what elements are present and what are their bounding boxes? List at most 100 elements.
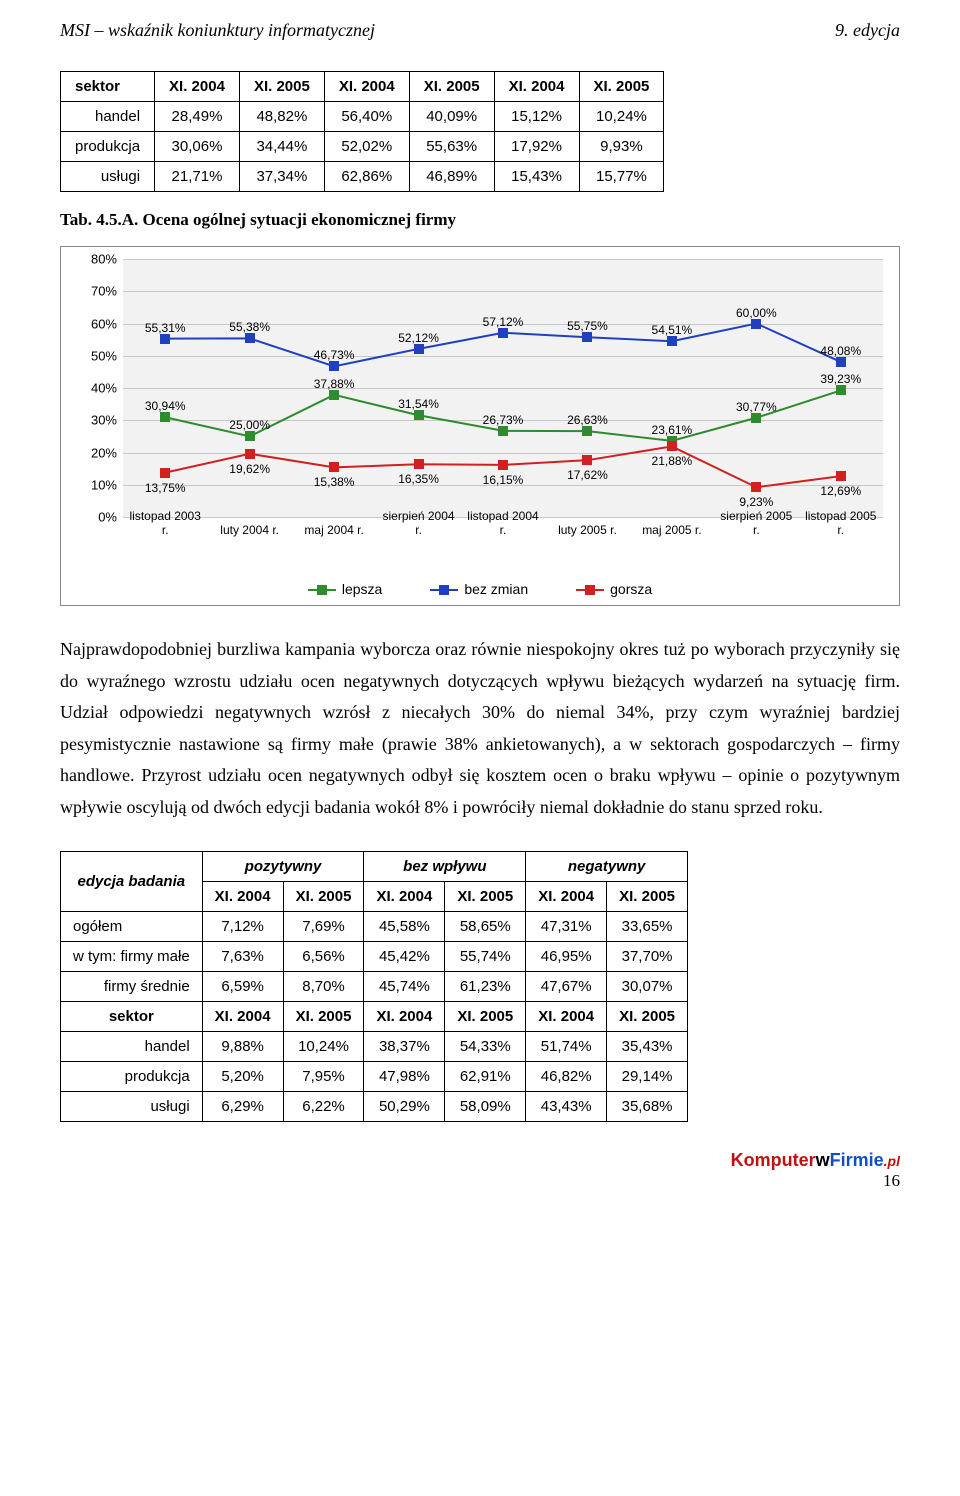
data-cell: 21,71% xyxy=(155,162,240,192)
data-cell: 15,77% xyxy=(579,162,664,192)
data-label: 55,75% xyxy=(567,319,608,333)
data-cell: 33,65% xyxy=(607,912,688,942)
data-label: 30,94% xyxy=(145,399,186,413)
data-cell: 46,95% xyxy=(526,942,607,972)
chart-marker xyxy=(751,482,761,492)
data-cell: produkcja xyxy=(61,1062,203,1092)
mid-header: XI. 2004 xyxy=(364,1002,445,1032)
col-period: XI. 2005 xyxy=(607,882,688,912)
mid-header: XI. 2005 xyxy=(445,1002,526,1032)
chart-marker xyxy=(498,426,508,436)
data-cell: 9,93% xyxy=(579,132,664,162)
data-label: 46,73% xyxy=(314,348,355,362)
data-label: 17,62% xyxy=(567,468,608,482)
x-tick: maj 2005 r. xyxy=(632,523,712,537)
chart-marker xyxy=(498,460,508,470)
chart-marker xyxy=(414,459,424,469)
data-label: 55,38% xyxy=(229,320,270,334)
mid-header: sektor xyxy=(61,1002,203,1032)
data-cell: 45,42% xyxy=(364,942,445,972)
chart-marker xyxy=(414,410,424,420)
mid-header: XI. 2004 xyxy=(526,1002,607,1032)
data-label: 31,54% xyxy=(398,397,439,411)
data-label: 13,75% xyxy=(145,481,186,495)
data-label: 12,69% xyxy=(820,484,861,498)
data-cell: 7,69% xyxy=(283,912,364,942)
data-cell: 6,22% xyxy=(283,1092,364,1122)
data-cell: 46,89% xyxy=(409,162,494,192)
chart-marker xyxy=(751,319,761,329)
data-cell: 45,74% xyxy=(364,972,445,1002)
mid-header: XI. 2005 xyxy=(283,1002,364,1032)
y-tick: 10% xyxy=(67,477,117,492)
page-number: 16 xyxy=(731,1171,900,1191)
chart-marker xyxy=(836,471,846,481)
chart-marker xyxy=(582,332,592,342)
rowhead-cell: produkcja xyxy=(61,132,155,162)
y-tick: 30% xyxy=(67,413,117,428)
col-sektor: sektor xyxy=(61,72,155,102)
data-cell: 62,91% xyxy=(445,1062,526,1092)
chart-marker xyxy=(245,449,255,459)
data-cell: 58,65% xyxy=(445,912,526,942)
body-paragraph: Najprawdopodobniej burzliwa kampania wyb… xyxy=(60,634,900,823)
data-cell: 6,59% xyxy=(202,972,283,1002)
chart-container: 55,31%55,38%46,73%52,12%57,12%55,75%54,5… xyxy=(60,246,900,606)
chart-marker xyxy=(329,390,339,400)
mid-header: XI. 2005 xyxy=(607,1002,688,1032)
chart-marker xyxy=(836,385,846,395)
data-cell: 61,23% xyxy=(445,972,526,1002)
chart-marker xyxy=(751,413,761,423)
x-tick: listopad 2005 r. xyxy=(801,509,881,537)
y-tick: 80% xyxy=(67,252,117,267)
data-label: 60,00% xyxy=(736,306,777,320)
data-label: 30,77% xyxy=(736,400,777,414)
data-cell: 35,68% xyxy=(607,1092,688,1122)
y-tick: 50% xyxy=(67,348,117,363)
chart-caption: Tab. 4.5.A. Ocena ogólnej sytuacji ekono… xyxy=(60,210,900,230)
data-label: 9,23% xyxy=(739,495,773,509)
data-label: 57,12% xyxy=(483,315,524,329)
mid-header: XI. 2004 xyxy=(202,1002,283,1032)
data-cell: 10,24% xyxy=(283,1032,364,1062)
y-tick: 0% xyxy=(67,510,117,525)
data-cell: 29,14% xyxy=(607,1062,688,1092)
chart-marker xyxy=(498,328,508,338)
data-cell: 7,63% xyxy=(202,942,283,972)
y-tick: 70% xyxy=(67,284,117,299)
rowhead-cell: usługi xyxy=(61,162,155,192)
col-period: XI. 2004 xyxy=(324,72,409,102)
data-cell: w tym: firmy małe xyxy=(61,942,203,972)
rowhead-cell: handel xyxy=(61,102,155,132)
chart-marker xyxy=(667,441,677,451)
chart-marker xyxy=(414,344,424,354)
data-cell: 6,56% xyxy=(283,942,364,972)
data-label: 55,31% xyxy=(145,321,186,335)
x-tick: listopad 2003 r. xyxy=(125,509,205,537)
group-header: negatywny xyxy=(526,852,688,882)
data-cell: 54,33% xyxy=(445,1032,526,1062)
data-cell: 40,09% xyxy=(409,102,494,132)
brand-logo: KomputerwFirmie.pl xyxy=(731,1150,900,1171)
sector-table: sektorXI. 2004XI. 2005XI. 2004XI. 2005XI… xyxy=(60,71,664,192)
data-cell: 51,74% xyxy=(526,1032,607,1062)
data-cell: 17,92% xyxy=(494,132,579,162)
data-cell: 47,31% xyxy=(526,912,607,942)
data-label: 16,15% xyxy=(483,473,524,487)
data-label: 26,73% xyxy=(483,413,524,427)
data-label: 25,00% xyxy=(229,418,270,432)
x-tick: sierpień 2004 r. xyxy=(379,509,459,537)
data-cell: 6,29% xyxy=(202,1092,283,1122)
y-tick: 40% xyxy=(67,381,117,396)
data-cell: 47,98% xyxy=(364,1062,445,1092)
data-label: 15,38% xyxy=(314,475,355,489)
data-cell: firmy średnie xyxy=(61,972,203,1002)
data-cell: 55,74% xyxy=(445,942,526,972)
chart-marker xyxy=(160,412,170,422)
legend-lepsza: lepsza xyxy=(308,581,382,597)
data-label: 21,88% xyxy=(652,454,693,468)
data-cell: 52,02% xyxy=(324,132,409,162)
data-cell: 10,24% xyxy=(579,102,664,132)
col-period: XI. 2005 xyxy=(579,72,664,102)
data-cell: 37,34% xyxy=(239,162,324,192)
